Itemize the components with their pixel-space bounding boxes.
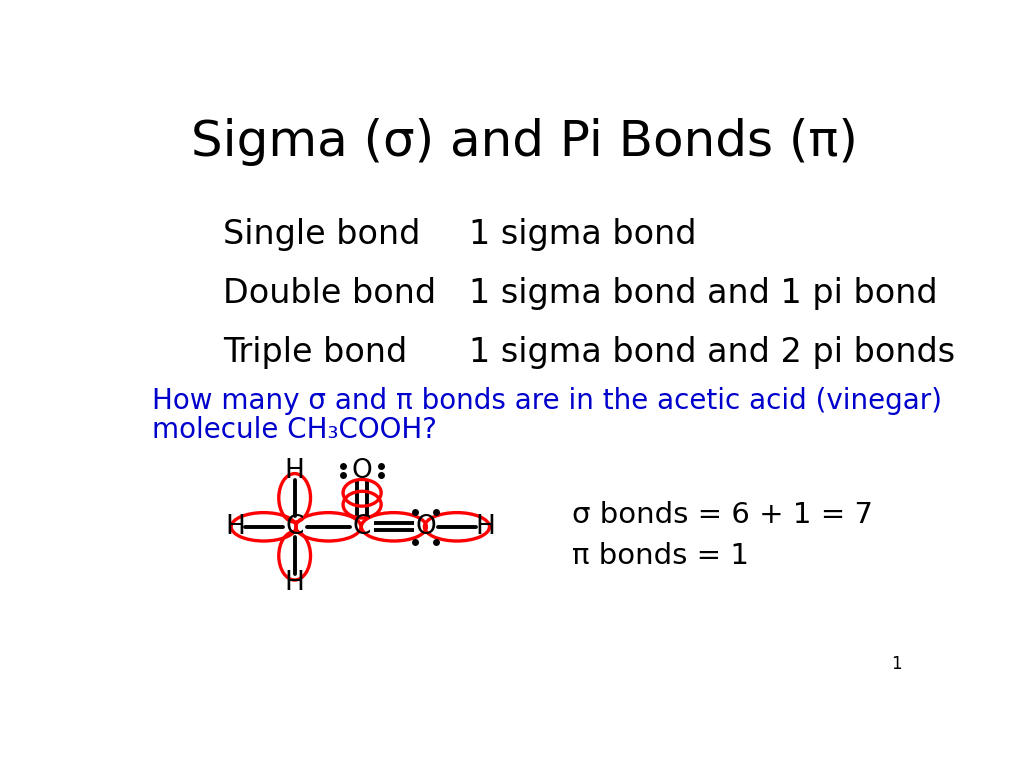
Text: Double bond: Double bond [223,276,436,310]
Text: 1 sigma bond and 2 pi bonds: 1 sigma bond and 2 pi bonds [469,336,955,369]
Text: H: H [285,458,304,484]
Text: How many σ and π bonds are in the acetic acid (vinegar): How many σ and π bonds are in the acetic… [152,387,942,415]
Text: 1 sigma bond and 1 pi bond: 1 sigma bond and 1 pi bond [469,276,938,310]
Text: Sigma (σ) and Pi Bonds (π): Sigma (σ) and Pi Bonds (π) [191,118,858,167]
Text: 1: 1 [891,655,902,673]
Text: C: C [353,514,372,540]
Text: O: O [351,458,373,484]
Text: H: H [475,514,495,540]
Text: Triple bond: Triple bond [223,336,408,369]
Text: H: H [285,570,304,596]
Text: C: C [286,514,304,540]
Text: Single bond: Single bond [223,217,421,250]
Text: molecule CH₃COOH?: molecule CH₃COOH? [152,416,437,445]
Text: σ bonds = 6 + 1 = 7: σ bonds = 6 + 1 = 7 [572,501,873,529]
Text: 1 sigma bond: 1 sigma bond [469,217,696,250]
Text: O: O [415,514,436,540]
Text: π bonds = 1: π bonds = 1 [572,542,750,571]
Text: H: H [225,514,245,540]
